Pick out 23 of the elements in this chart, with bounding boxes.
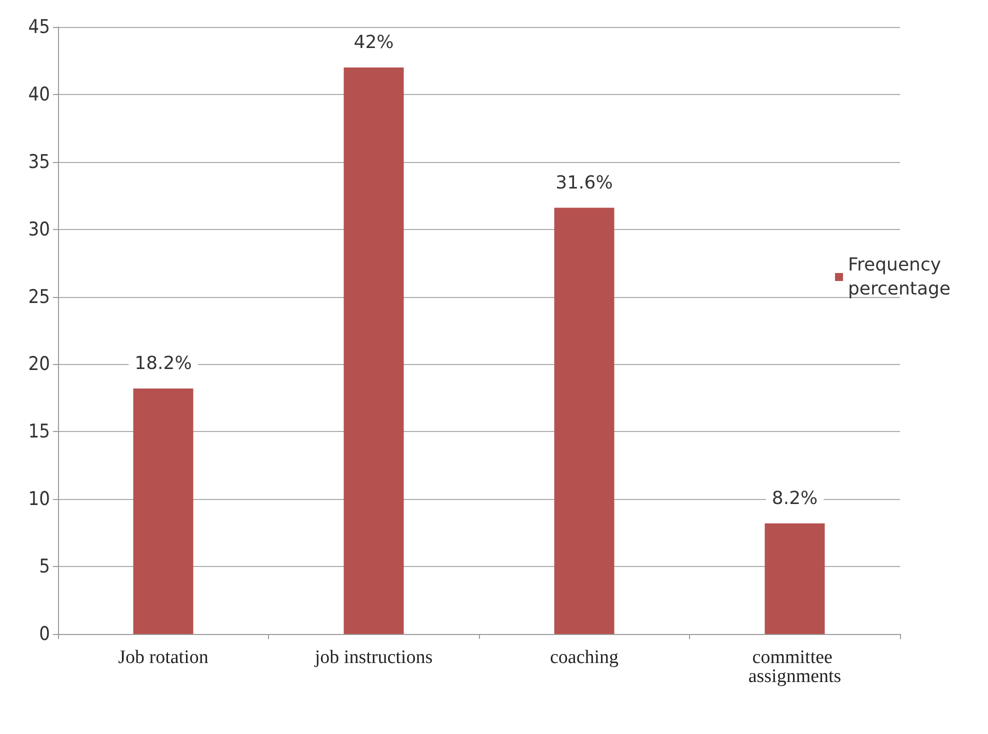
- y-tick-label: 30: [28, 218, 50, 240]
- y-tick-label: 15: [28, 420, 50, 443]
- x-tick-label: coaching: [550, 647, 620, 668]
- y-tick-label: 10: [28, 488, 50, 510]
- x-tick-label: committee assignments: [748, 647, 842, 687]
- data-label: 31.6%: [556, 172, 613, 194]
- bar: [133, 388, 194, 634]
- x-tick-label: job instructions: [314, 647, 433, 668]
- data-label: 8.2%: [772, 488, 818, 509]
- y-tick-label: 35: [28, 150, 50, 173]
- bar: [764, 523, 825, 634]
- y-tick-label: 40: [28, 83, 50, 106]
- y-tick-label: 45: [28, 16, 50, 38]
- legend-label: Frequency percentage: [848, 254, 950, 300]
- bar: [344, 67, 404, 634]
- y-tick-label: 0: [39, 623, 50, 645]
- bar: [554, 208, 614, 634]
- data-label: 18.2%: [134, 353, 192, 374]
- x-tick-label: Job rotation: [118, 647, 209, 668]
- y-tick-label: 25: [28, 286, 50, 308]
- y-tick-label: 5: [39, 556, 50, 578]
- data-label: 42%: [354, 32, 394, 53]
- y-tick-label: 20: [28, 353, 50, 376]
